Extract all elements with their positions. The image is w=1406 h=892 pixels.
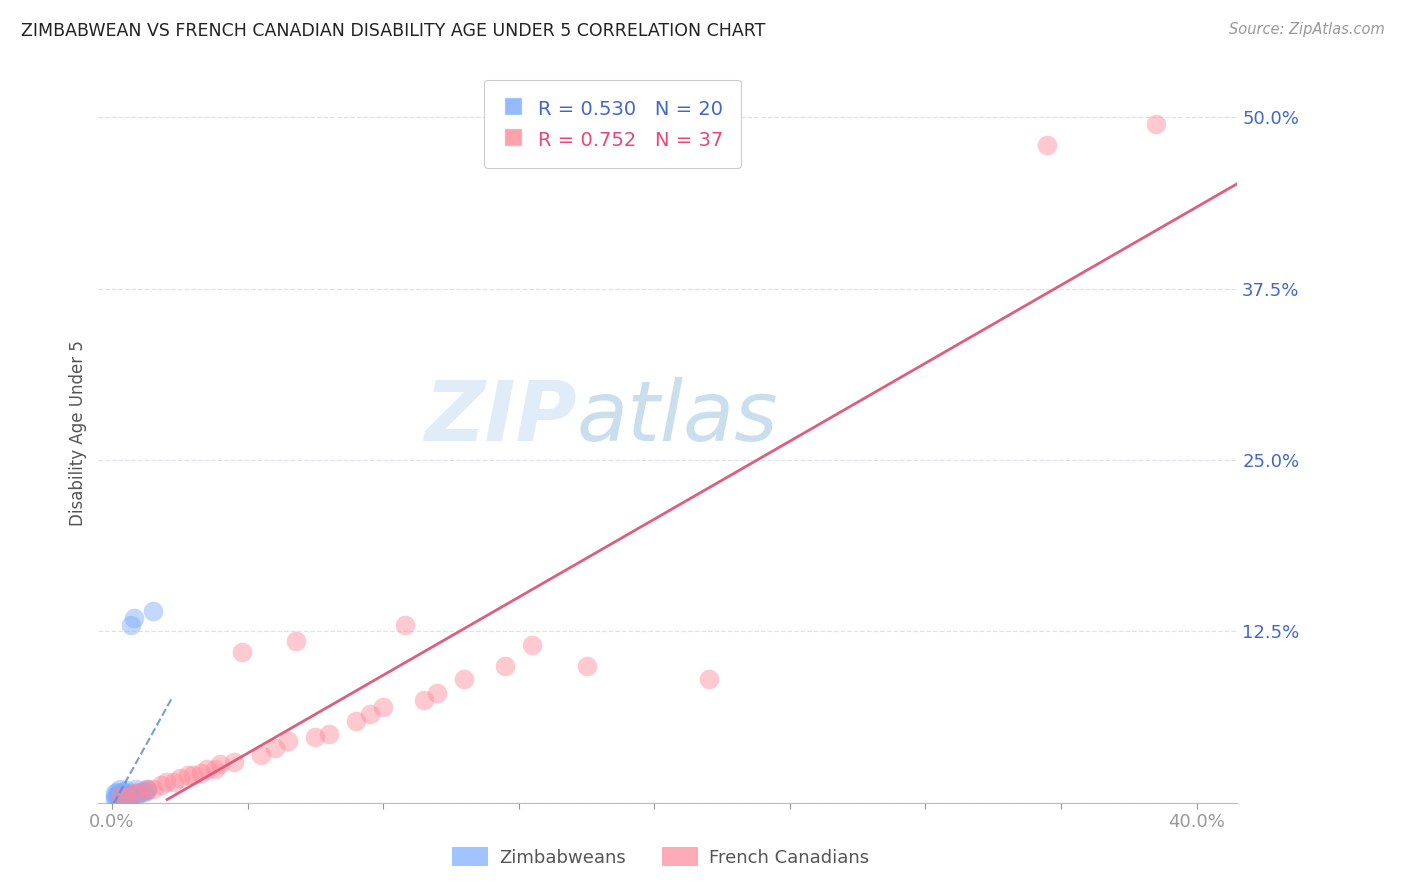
Text: atlas: atlas xyxy=(576,377,779,458)
Point xyxy=(107,789,129,803)
Point xyxy=(111,785,134,799)
Text: Source: ZipAtlas.com: Source: ZipAtlas.com xyxy=(1229,22,1385,37)
Point xyxy=(190,765,212,780)
Point xyxy=(250,747,273,762)
Point xyxy=(104,786,127,800)
Point xyxy=(122,786,145,800)
Point xyxy=(122,610,145,624)
Point xyxy=(117,790,139,805)
Point xyxy=(136,782,159,797)
Point xyxy=(1036,137,1059,152)
Point xyxy=(104,791,127,805)
Point xyxy=(426,686,449,700)
Legend: R = 0.530   N = 20, R = 0.752   N = 37: R = 0.530 N = 20, R = 0.752 N = 37 xyxy=(484,79,741,169)
Point xyxy=(111,789,134,803)
Point xyxy=(120,617,142,632)
Text: ZIMBABWEAN VS FRENCH CANADIAN DISABILITY AGE UNDER 5 CORRELATION CHART: ZIMBABWEAN VS FRENCH CANADIAN DISABILITY… xyxy=(21,22,765,40)
Point xyxy=(304,730,326,744)
Point xyxy=(277,734,299,748)
Point xyxy=(104,789,127,803)
Point xyxy=(108,782,131,797)
Point xyxy=(131,785,153,799)
Point xyxy=(114,791,136,805)
Point xyxy=(107,785,129,799)
Point xyxy=(128,786,150,800)
Point xyxy=(108,789,131,803)
Y-axis label: Disability Age Under 5: Disability Age Under 5 xyxy=(69,340,87,525)
Point xyxy=(142,782,165,797)
Point xyxy=(149,778,172,792)
Point xyxy=(125,786,148,800)
Point xyxy=(114,789,136,803)
Point xyxy=(394,617,416,632)
Point xyxy=(697,673,720,687)
Point xyxy=(114,783,136,797)
Point xyxy=(155,775,177,789)
Point xyxy=(195,762,218,776)
Point xyxy=(285,634,308,648)
Point xyxy=(134,785,156,799)
Point xyxy=(359,706,381,721)
Legend: Zimbabweans, French Canadians: Zimbabweans, French Canadians xyxy=(446,840,876,874)
Point xyxy=(125,789,148,803)
Point xyxy=(114,788,136,802)
Point xyxy=(522,638,544,652)
Point xyxy=(209,757,232,772)
Point xyxy=(318,727,340,741)
Point xyxy=(142,604,165,618)
Point xyxy=(125,782,148,797)
Point xyxy=(263,741,285,756)
Point xyxy=(108,789,131,803)
Point xyxy=(136,783,159,797)
Point xyxy=(575,658,598,673)
Point xyxy=(108,791,131,805)
Point xyxy=(371,699,394,714)
Point xyxy=(177,768,200,782)
Point xyxy=(183,768,205,782)
Point xyxy=(494,658,516,673)
Point xyxy=(108,786,131,800)
Point xyxy=(136,782,159,797)
Point xyxy=(163,775,186,789)
Point xyxy=(120,790,142,805)
Point xyxy=(453,673,475,687)
Point xyxy=(107,791,129,805)
Point xyxy=(204,762,226,776)
Point xyxy=(344,714,367,728)
Point xyxy=(117,786,139,800)
Point xyxy=(231,645,253,659)
Point xyxy=(128,785,150,799)
Point xyxy=(222,755,245,769)
Point xyxy=(111,791,134,805)
Point xyxy=(169,771,191,785)
Point xyxy=(412,693,434,707)
Point xyxy=(1144,117,1167,131)
Text: ZIP: ZIP xyxy=(425,377,576,458)
